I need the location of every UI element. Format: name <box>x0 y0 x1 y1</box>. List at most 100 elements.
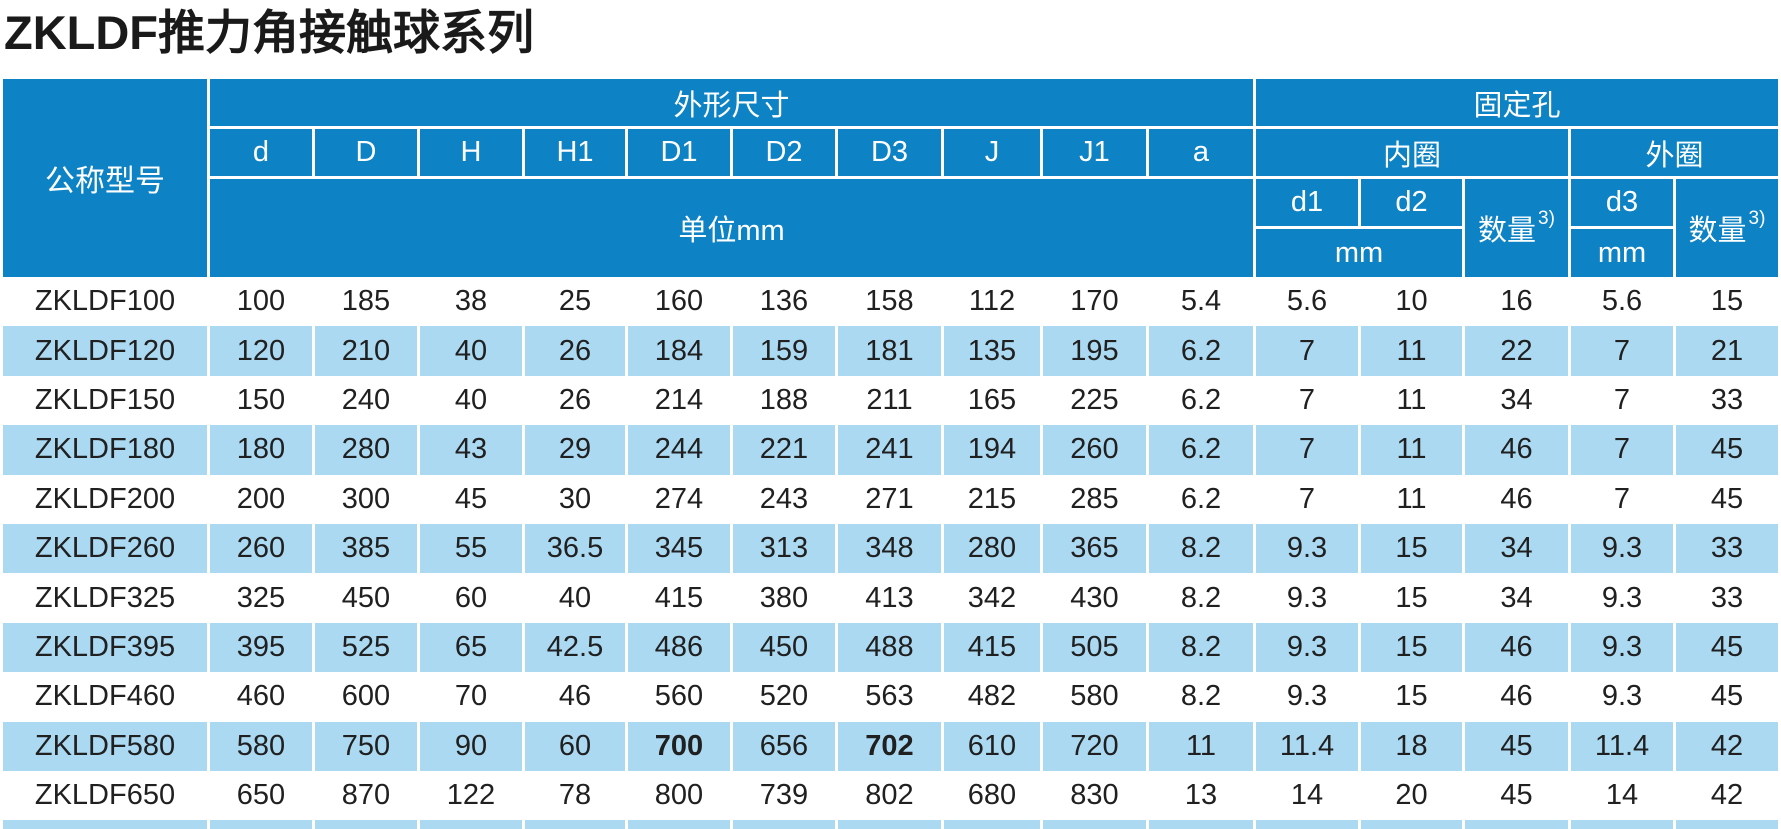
cell-value: 38 <box>420 277 522 327</box>
cell-value: 7 <box>1571 326 1673 376</box>
cell-value: 244 <box>628 425 730 475</box>
cell-value: 60 <box>525 721 625 771</box>
cell-value: 184 <box>628 326 730 376</box>
cell-value: 580 <box>1043 672 1146 722</box>
cell-value: 42 <box>1676 721 1778 771</box>
cell-value: 365 <box>1043 523 1146 574</box>
cell-value: 43 <box>420 425 522 475</box>
cell-value: 170 <box>1043 277 1146 327</box>
cell-value: 15 <box>1676 277 1778 327</box>
header-col-J: J <box>944 129 1040 176</box>
cell-empty <box>1676 820 1778 829</box>
cell-value: 11 <box>1361 474 1462 524</box>
cell-value: 260 <box>210 523 312 574</box>
cell-empty <box>315 820 417 829</box>
cell-value: 45 <box>1676 672 1778 722</box>
cell-value: 656 <box>733 721 835 771</box>
cell-value: 36.5 <box>525 523 625 574</box>
inner-qty-footnote: 3) <box>1538 208 1555 229</box>
table-row: ZKLDF120 120 210 40 26 184 159 181 135 195 6.2 7 11 2… <box>3 326 1778 376</box>
cell-value: 830 <box>1043 770 1146 821</box>
cell-value: 18 <box>1361 721 1462 771</box>
table-row: ZKLDF150 150 240 40 26 214 188 211 165 225 6.2 7 11 3… <box>3 375 1778 426</box>
header-col-D1: D1 <box>628 129 730 176</box>
table-row: ZKLDF100 100 185 38 25 160 136 158 112 170 5.4 5.6 1… <box>3 277 1778 327</box>
table-body: ZKLDF100 100 185 38 25 160 136 158 112 170 5.4 5.6 1… <box>3 277 1778 829</box>
cell-value: 415 <box>944 622 1040 673</box>
cell-value: 9.3 <box>1256 672 1358 722</box>
header-col-H: H <box>420 129 522 176</box>
cell-empty <box>210 820 312 829</box>
cell-empty <box>944 820 1040 829</box>
cell-value: 221 <box>733 425 835 475</box>
cell-value: 7 <box>1571 474 1673 524</box>
header-outer-mm: mm <box>1571 229 1673 277</box>
cell-value: 9.3 <box>1571 622 1673 673</box>
cell-value: 45 <box>1465 770 1568 821</box>
cell-value: 720 <box>1043 721 1146 771</box>
cell-value: 25 <box>525 277 625 327</box>
cell-value: 9.3 <box>1571 672 1673 722</box>
table-header: 公称型号 外形尺寸 固定孔 d D H H1 D1 D2 D3 J J1 a 内… <box>3 79 1778 277</box>
cell-value: 10 <box>1361 277 1462 327</box>
cell-value: 8.2 <box>1149 523 1253 574</box>
cell-empty <box>1361 820 1462 829</box>
cell-value: 14 <box>1571 770 1673 821</box>
cell-value: 560 <box>628 672 730 722</box>
cell-value: 342 <box>944 573 1040 623</box>
table-row: ZKLDF395 395 525 65 42.5 486 450 488 415 505 8.2 9.… <box>3 622 1778 673</box>
header-outer-qty: 数量 3) <box>1676 179 1778 277</box>
cell-value: 6.2 <box>1149 326 1253 376</box>
cell-value: 188 <box>733 375 835 426</box>
cell-value: 46 <box>1465 672 1568 722</box>
cell-value: 34 <box>1465 375 1568 426</box>
cell-value: 680 <box>944 770 1040 821</box>
cell-value: 243 <box>733 474 835 524</box>
table-row: ZKLDF650 650 870 122 78 800 739 802 680 830 13 14 20… <box>3 770 1778 821</box>
cell-empty <box>1465 820 1568 829</box>
cell-value: 9.3 <box>1256 523 1358 574</box>
cell-value: 11.4 <box>1256 721 1358 771</box>
cell-value: 33 <box>1676 573 1778 623</box>
cell-value: 180 <box>210 425 312 475</box>
cell-value: 7 <box>1256 425 1358 475</box>
cell-value: 159 <box>733 326 835 376</box>
header-col-d1: d1 <box>1256 179 1358 226</box>
table-row: ZKLDF180 180 280 43 29 244 221 241 194 260 6.2 7 11 4… <box>3 425 1778 475</box>
cell-value: 430 <box>1043 573 1146 623</box>
cell-value: 650 <box>210 770 312 821</box>
cell-value: 195 <box>1043 326 1146 376</box>
cell-value: 16 <box>1465 277 1568 327</box>
header-inner-ring: 内圈 <box>1256 129 1568 176</box>
cell-model: ZKLDF395 <box>3 622 207 673</box>
cell-value: 34 <box>1465 523 1568 574</box>
header-col-d2: d2 <box>1361 179 1462 226</box>
cell-value: 482 <box>944 672 1040 722</box>
cell-value: 6.2 <box>1149 425 1253 475</box>
cell-value: 240 <box>315 375 417 426</box>
cell-value: 42.5 <box>525 622 625 673</box>
cell-value: 11 <box>1361 375 1462 426</box>
cell-value: 11 <box>1149 721 1253 771</box>
cell-value: 46 <box>525 672 625 722</box>
cell-value: 274 <box>628 474 730 524</box>
spec-table: 公称型号 外形尺寸 固定孔 d D H H1 D1 D2 D3 J J1 a 内… <box>3 79 1778 829</box>
cell-value: 13 <box>1149 770 1253 821</box>
inner-qty-label: 数量 <box>1478 215 1537 247</box>
cell-value: 46 <box>1465 622 1568 673</box>
cell-value: 33 <box>1676 523 1778 574</box>
cell-value: 520 <box>733 672 835 722</box>
cell-value: 6.2 <box>1149 474 1253 524</box>
cell-value: 215 <box>944 474 1040 524</box>
page-title: ZKLDF推力角接触球系列 <box>4 6 535 59</box>
cell-value: 165 <box>944 375 1040 426</box>
cell-value: 45 <box>1676 474 1778 524</box>
header-col-d: d <box>210 129 312 176</box>
cell-value: 160 <box>628 277 730 327</box>
cell-value: 122 <box>420 770 522 821</box>
cell-value: 7 <box>1571 425 1673 475</box>
cell-value: 60 <box>420 573 522 623</box>
cell-value: 700 <box>628 721 730 771</box>
header-col-D3: D3 <box>838 129 941 176</box>
